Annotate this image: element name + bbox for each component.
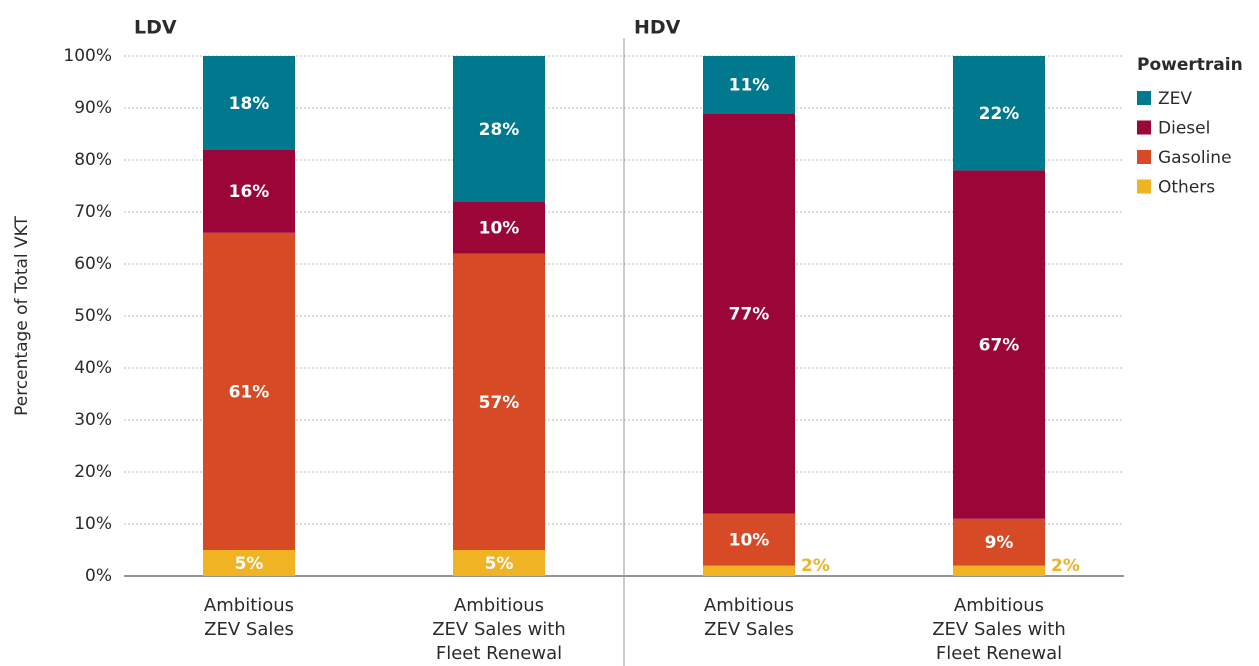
y-tick-label: 90% [74,98,112,118]
bar-segment [203,550,295,576]
x-tick-label: Ambitious ZEV Sales with Fleet Renewal [432,595,566,664]
y-tick-label: 60% [74,254,112,274]
value-label: 16% [229,182,270,202]
y-tick-label: 80% [74,150,112,170]
value-label: 28% [479,120,520,140]
y-tick-label: 10% [74,514,112,534]
legend-label: Others [1158,178,1215,198]
bar-segment [953,565,1045,576]
value-label: 61% [229,382,270,402]
bar-segment [703,56,795,114]
bar-segment [453,253,545,550]
bar-segment [953,56,1045,171]
legend-label: ZEV [1158,89,1192,109]
legend-swatch [1137,91,1151,105]
y-axis-label: Percentage of Total VKT [12,216,32,416]
value-label: 5% [485,554,514,574]
value-label: 9% [985,533,1014,553]
bar-segment [703,513,795,566]
value-label: 22% [979,104,1020,124]
value-label: 2% [801,556,830,576]
value-label: 57% [479,393,520,413]
legend-swatch [1137,120,1151,135]
y-tick-label: 50% [74,306,112,326]
legend-label: Diesel [1158,119,1210,139]
x-tick-label: Ambitious ZEV Sales [704,595,794,640]
bar-segment [953,170,1045,519]
value-label: 10% [729,531,770,551]
value-label: 2% [1051,556,1080,576]
legend-label: Gasoline [1158,148,1232,168]
value-label: 18% [229,94,270,114]
y-tick-label: 30% [74,410,112,430]
legend-swatch [1137,179,1151,194]
bar-segment [203,56,295,150]
value-label: 5% [235,554,264,574]
bar-segment [703,565,795,576]
legend-swatch [1137,150,1151,164]
bar-segment [453,56,545,202]
bar-segment [703,113,795,514]
y-tick-label: 0% [85,566,112,586]
y-tick-label: 70% [74,202,112,222]
legend-title: Powertrain [1137,55,1243,75]
bar-segment [953,518,1045,566]
group-title: LDV [134,17,177,39]
value-label: 11% [729,76,770,96]
value-label: 77% [729,304,770,324]
x-tick-label: Ambitious ZEV Sales with Fleet Renewal [932,595,1066,664]
x-tick-label: Ambitious ZEV Sales [204,595,294,640]
bar-segment [453,550,545,576]
bar-segment [453,201,545,254]
y-tick-label: 40% [74,358,112,378]
group-title: HDV [634,17,681,39]
bar-segment [203,149,295,233]
value-label: 10% [479,219,520,239]
value-label: 67% [979,336,1020,356]
y-tick-label: 100% [63,46,112,66]
bar-segment [203,232,295,551]
y-tick-label: 20% [74,462,112,482]
